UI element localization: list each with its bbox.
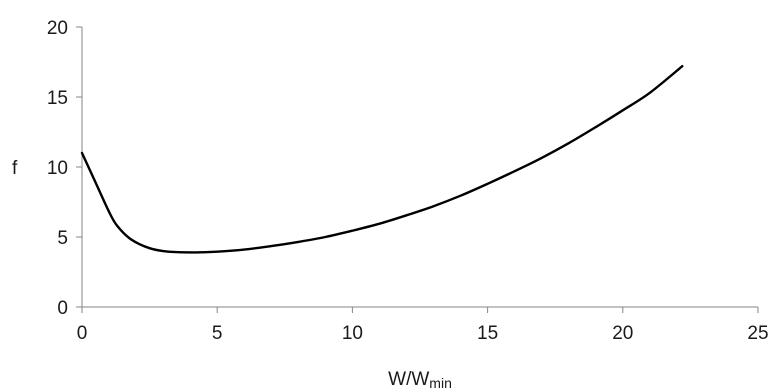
y-tick-label: 0 xyxy=(57,298,68,319)
y-tick-label: 20 xyxy=(47,18,68,39)
x-axis-title-subscript: min xyxy=(429,375,452,391)
series-line xyxy=(80,65,684,254)
y-tick-label: 15 xyxy=(47,88,68,109)
x-tick-label: 20 xyxy=(612,323,633,344)
x-tick-label: 0 xyxy=(77,323,88,344)
y-tick-label: 5 xyxy=(57,228,68,249)
y-axis-title: f xyxy=(12,158,18,179)
x-tick-label: 5 xyxy=(212,323,223,344)
y-tick-label: 10 xyxy=(47,158,68,179)
x-tick-label: 10 xyxy=(342,323,363,344)
x-ticks: 0 5 10 15 20 25 xyxy=(77,307,769,344)
x-tick-label: 15 xyxy=(477,323,498,344)
y-ticks: 0 5 10 15 20 xyxy=(47,18,82,319)
x-tick-label: 25 xyxy=(747,323,768,344)
x-axis-title-main: W/W xyxy=(388,369,429,390)
axes xyxy=(81,27,758,308)
x-axis-title: W/Wmin xyxy=(388,369,452,391)
